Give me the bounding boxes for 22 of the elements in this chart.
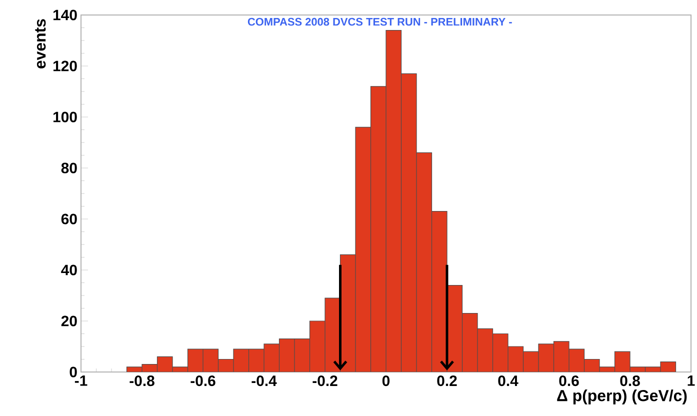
y-tick-label: 80 (61, 162, 77, 174)
x-tick-label: -0.4 (252, 376, 277, 386)
y-axis-title: events (35, 19, 46, 68)
x-tick-label: 0.6 (559, 376, 579, 386)
x-tick-label: 0.2 (437, 376, 457, 386)
chart-title: COMPASS 2008 DVCS TEST RUN - PRELIMINARY - (248, 18, 512, 26)
x-tick-label: 0 (382, 376, 390, 386)
x-axis-title: Δ p(perp) (GeV/c) (557, 390, 687, 404)
y-tick-label: 100 (53, 112, 77, 122)
y-tick-label: 20 (61, 316, 77, 326)
x-tick-label: 0.8 (620, 376, 640, 386)
y-tick-label: 140 (53, 10, 77, 20)
x-tick-label: -0.8 (130, 376, 154, 386)
y-tick-label: 60 (61, 214, 77, 224)
y-tick-label: 0 (70, 366, 77, 378)
x-tick-label: 1 (688, 376, 695, 386)
x-tick-label: -0.6 (190, 376, 216, 386)
x-tick-label: 0.4 (498, 376, 518, 386)
y-tick-label: 40 (61, 264, 77, 276)
x-tick-label: -0.2 (312, 376, 338, 386)
y-tick-label: 120 (53, 60, 77, 72)
x-tick-label: -1 (74, 376, 88, 386)
